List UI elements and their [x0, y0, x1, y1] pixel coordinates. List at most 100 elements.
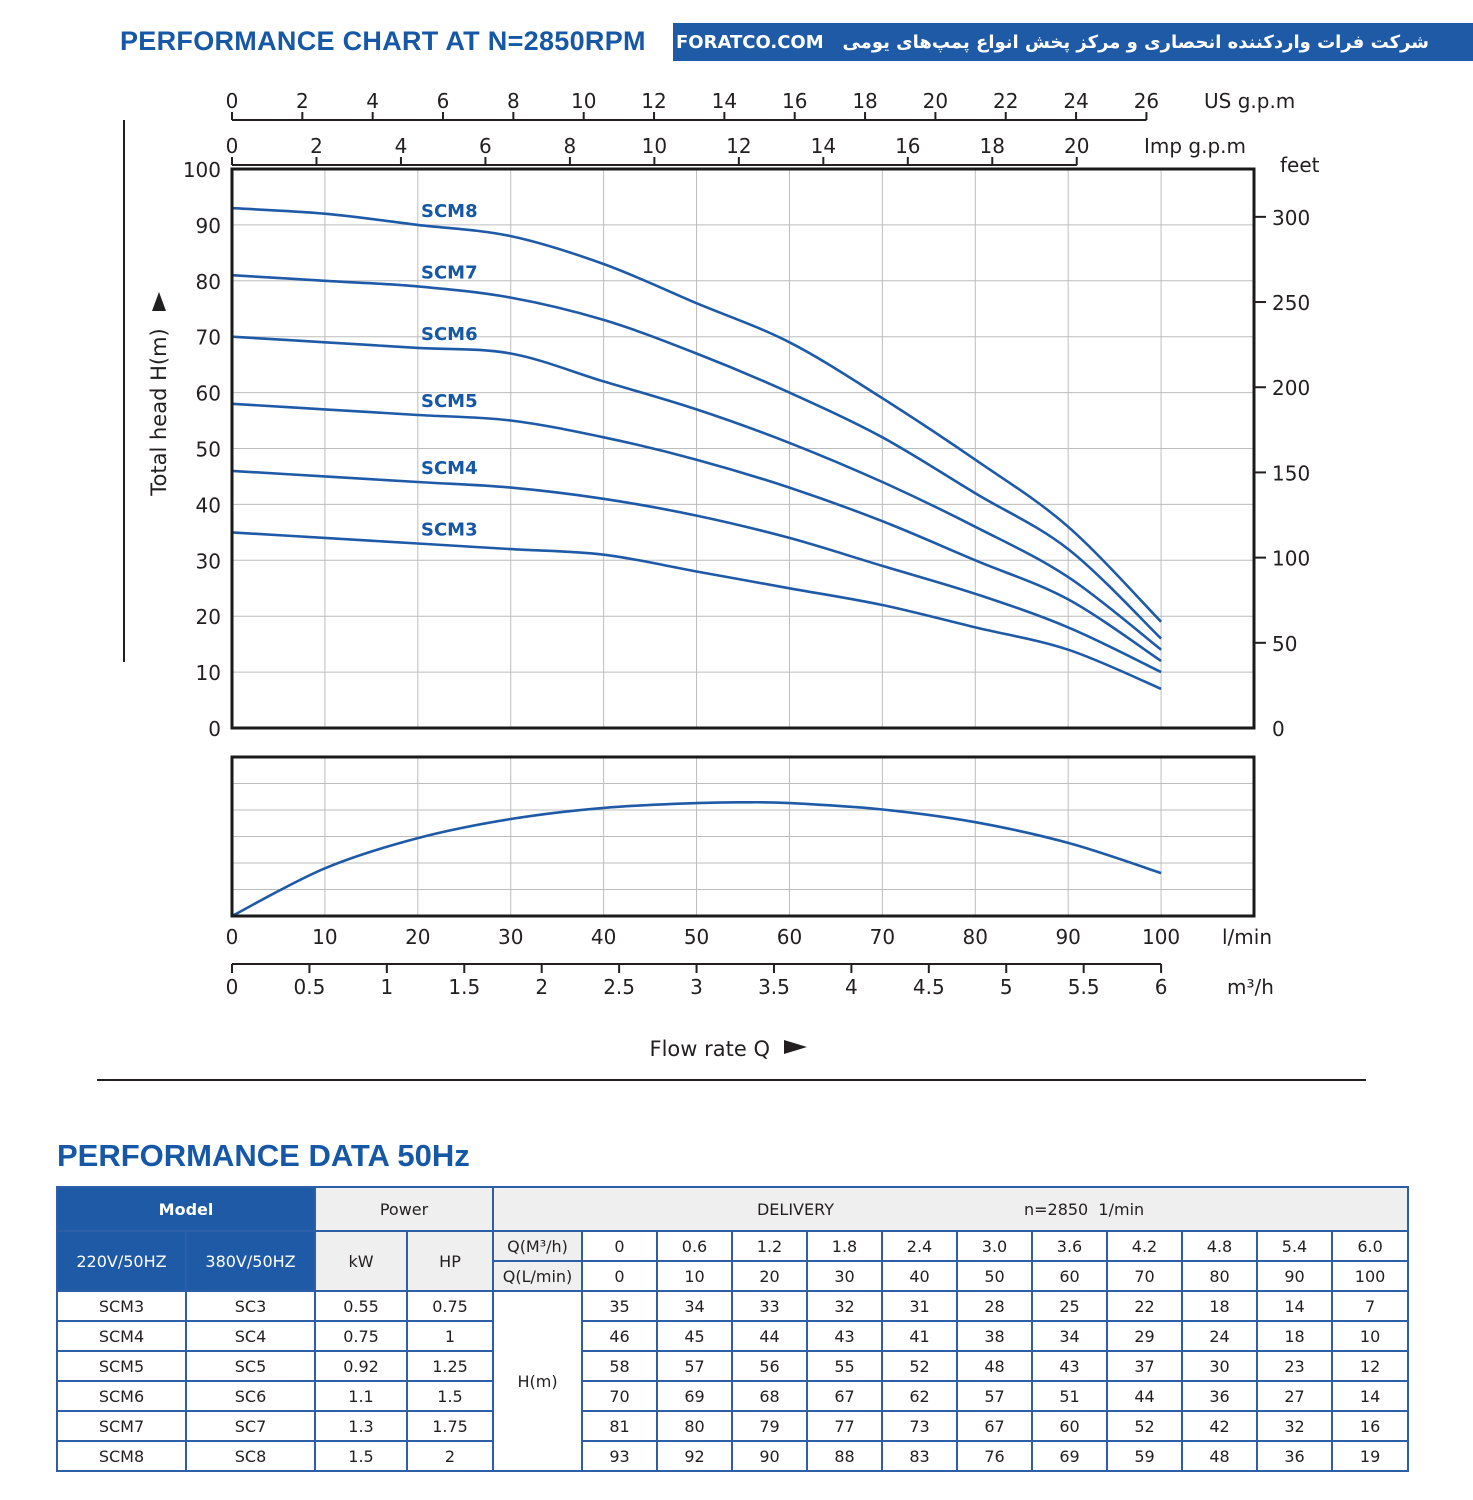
- top-axis-tick-label: 14: [811, 134, 836, 158]
- model-header: Model: [55, 1186, 317, 1232]
- series-label-scm4: SCM4: [421, 458, 478, 479]
- series-line-scm6: [231, 335, 1162, 651]
- top-axis-tick-label: 2: [310, 134, 323, 158]
- head-value-cell: 55: [806, 1350, 884, 1382]
- q-m3h-cell: 3.6: [1031, 1230, 1109, 1262]
- chart-frame: [230, 167, 1256, 918]
- head-value-cell: 80: [656, 1410, 734, 1442]
- q-lmin-label: Q(L/min): [492, 1260, 584, 1292]
- series-line-scm3: [231, 531, 1162, 691]
- top-axis-tick-label: 4: [366, 89, 379, 113]
- top-axis-tick-label: 6: [479, 134, 492, 158]
- model-380v-cell: SC3: [184, 1290, 317, 1322]
- head-value-cell: 31: [881, 1290, 959, 1322]
- head-value-cell: 19: [1331, 1440, 1410, 1472]
- head-value-cell: 48: [1181, 1440, 1259, 1472]
- power-kw-cell: 0.55: [314, 1290, 409, 1322]
- head-value-cell: 41: [881, 1320, 959, 1352]
- x-tick-label-m3h: 3.5: [758, 975, 790, 999]
- feet-tick-label: 250: [1272, 291, 1310, 315]
- top-axis-tick-label: 16: [895, 134, 920, 158]
- performance-data-heading: PERFORMANCE DATA 50Hz: [57, 1138, 470, 1173]
- head-value-cell: 10: [1331, 1320, 1410, 1352]
- head-value-cell: 33: [731, 1290, 809, 1322]
- table-row: SCM3 SC3 0.55 0.75 H(m) 35 34 33 32 31 28 25 22 18 14 7: [56, 1290, 1410, 1472]
- top-axis-tick-label: 10: [642, 134, 667, 158]
- head-value-cell: 77: [806, 1410, 884, 1442]
- table-row: SCM5 SC5 0.92 1.25 58 57 56 55 52 48 43 37 30 23 12: [56, 1350, 1410, 1382]
- head-value-cell: 34: [656, 1290, 734, 1322]
- head-value-cell: 14: [1331, 1380, 1410, 1412]
- top-axis-tick-label: 12: [641, 89, 666, 113]
- head-value-cell: 23: [1256, 1350, 1334, 1382]
- series-label-scm6: SCM6: [421, 324, 478, 345]
- x-tick-label-lmin: 20: [405, 925, 430, 949]
- head-value-cell: 68: [731, 1380, 809, 1412]
- top-axis-tick-label: 4: [395, 134, 408, 158]
- col-220v-header: 220V/50HZ: [56, 1230, 187, 1292]
- q-m3h-cell: 0: [581, 1230, 659, 1262]
- q-lmin-cell: 70: [1106, 1260, 1184, 1292]
- model-220v-cell: SCM4: [56, 1320, 187, 1352]
- top-axis-tick-label: 0: [226, 134, 239, 158]
- head-value-cell: 92: [656, 1440, 734, 1472]
- head-value-cell: 36: [1181, 1380, 1259, 1412]
- top-axis-tick-label: 18: [980, 134, 1005, 158]
- head-value-cell: 38: [956, 1320, 1034, 1352]
- feet-axis-label: feet: [1280, 153, 1320, 177]
- head-value-cell: 81: [581, 1410, 659, 1442]
- y-tick-label: 80: [196, 270, 221, 294]
- top-axis-tick-label: 18: [852, 89, 877, 113]
- power-kw-cell: 0.92: [314, 1350, 409, 1382]
- power-hp-cell: 1.5: [406, 1380, 495, 1412]
- head-value-cell: 60: [1031, 1410, 1109, 1442]
- q-m3h-cell: 1.2: [731, 1230, 809, 1262]
- model-380v-cell: SC7: [184, 1410, 317, 1442]
- series-label-scm8: SCM8: [421, 201, 478, 222]
- x-tick-label-m3h: 5: [1000, 975, 1013, 999]
- head-value-cell: 44: [731, 1320, 809, 1352]
- head-value-cell: 62: [881, 1380, 959, 1412]
- head-value-cell: 88: [806, 1440, 884, 1472]
- top-axis-tick-label: 22: [993, 89, 1018, 113]
- q-lmin-cell: 30: [806, 1260, 884, 1292]
- x-tick-label-m3h: 0.5: [294, 975, 326, 999]
- x-tick-label-lmin: 80: [963, 925, 988, 949]
- y-tick-label: 100: [183, 158, 221, 182]
- top-axis-tick-label: 16: [782, 89, 807, 113]
- x-tick-label-lmin: 60: [777, 925, 802, 949]
- banner-text: FORATCO.COM شرکت فرات واردکننده انحصاری …: [676, 32, 1429, 53]
- head-value-cell: 27: [1256, 1380, 1334, 1412]
- head-value-cell: 69: [656, 1380, 734, 1412]
- q-lmin-cell: 90: [1256, 1260, 1334, 1292]
- head-value-cell: 59: [1106, 1440, 1184, 1472]
- head-value-cell: 22: [1106, 1290, 1184, 1322]
- power-kw-cell: 1.3: [314, 1410, 409, 1442]
- table-row: SCM7 SC7 1.3 1.75 81 80 79 77 73 67 60 52 42 32 16: [56, 1410, 1410, 1442]
- head-value-cell: 58: [581, 1350, 659, 1382]
- hp-header: HP: [406, 1230, 495, 1292]
- y-tick-label: 40: [196, 493, 221, 517]
- q-m3h-cell: 5.4: [1256, 1230, 1334, 1262]
- x-tick-label-lmin: 0: [226, 925, 239, 949]
- table-row: SCM8 SC8 1.5 2 93 92 90 88 83 76 69 59 48 36 19: [56, 1440, 1410, 1472]
- x-tick-label-m3h: 4: [845, 975, 858, 999]
- top-axis-tick-label: 20: [923, 89, 948, 113]
- power-hp-cell: 1: [406, 1320, 495, 1352]
- feet-tick-label: 50: [1272, 632, 1297, 656]
- x-tick-label-lmin: 100: [1142, 925, 1180, 949]
- q-m3h-cell: 0.6: [656, 1230, 734, 1262]
- x-tick-label-m3h: 1.5: [448, 975, 480, 999]
- banner-site[interactable]: FORATCO.COM: [676, 31, 824, 53]
- x-tick-label-lmin: 90: [1055, 925, 1080, 949]
- x-tick-label-m3h: 3: [690, 975, 703, 999]
- q-lmin-cell: 80: [1181, 1260, 1259, 1292]
- efficiency-curve: [231, 800, 1162, 918]
- head-value-cell: 30: [1181, 1350, 1259, 1382]
- head-value-cell: 67: [806, 1380, 884, 1412]
- y-tick-label: 70: [196, 326, 221, 350]
- performance-data-table: Model Power DELIVERY n=2850 1/min 220V/50…: [55, 1186, 1410, 1472]
- series-line-scm5: [231, 402, 1162, 662]
- head-value-cell: 67: [956, 1410, 1034, 1442]
